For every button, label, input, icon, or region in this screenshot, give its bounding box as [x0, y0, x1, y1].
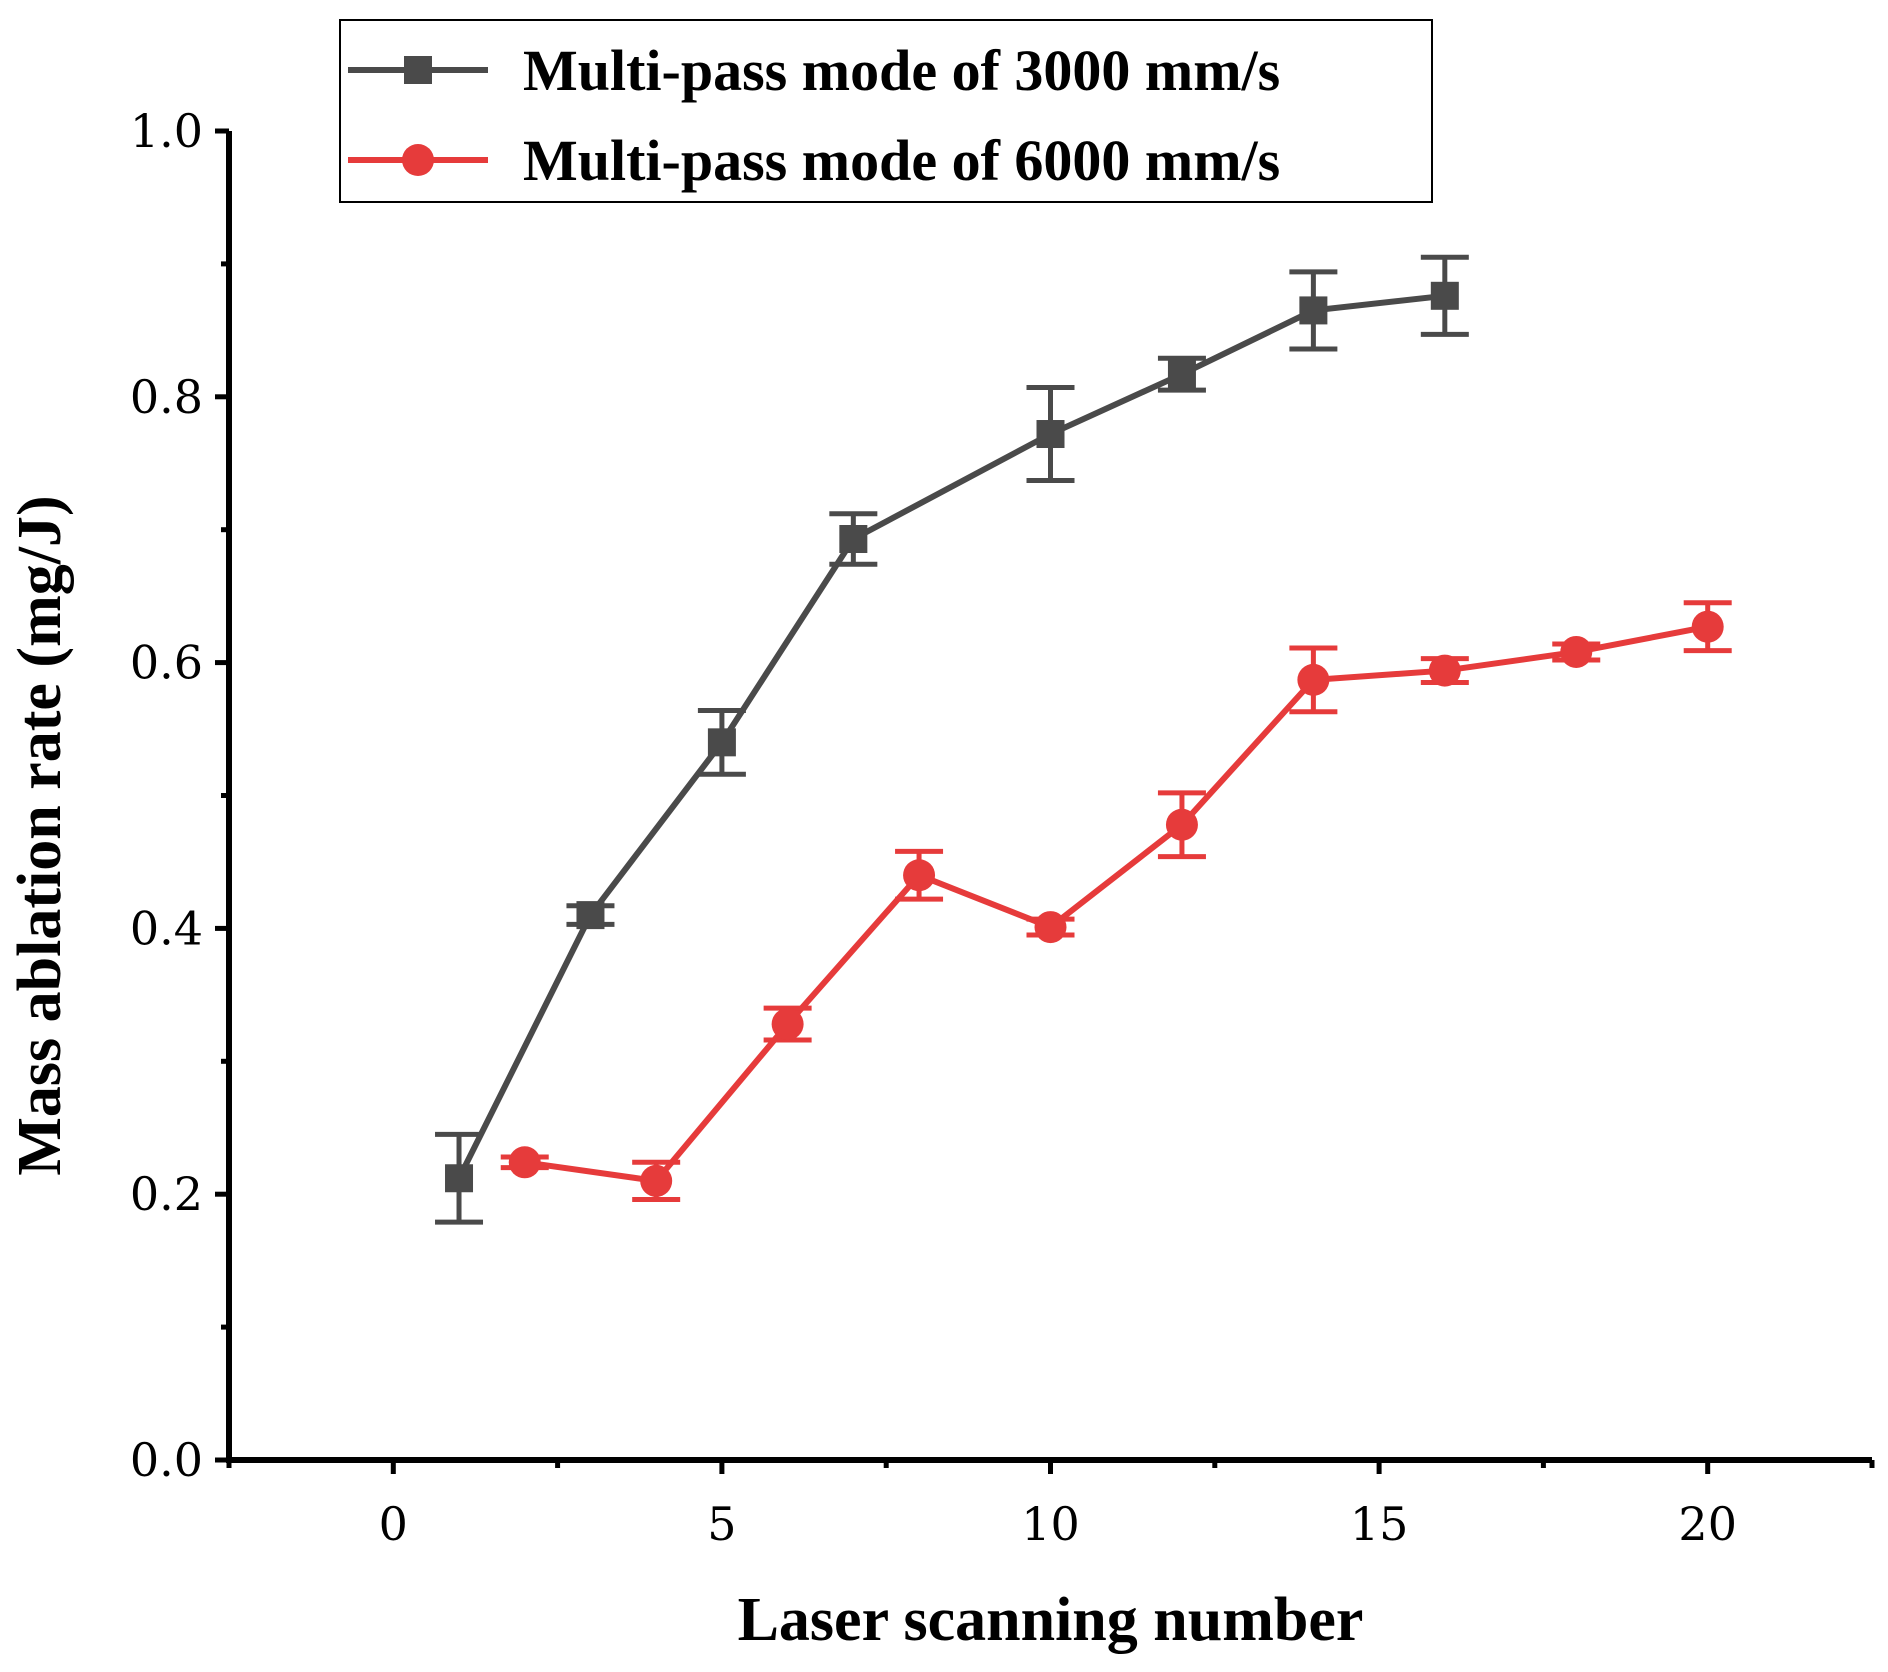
legend-marker-circle: [402, 144, 434, 176]
x-tick-label: 15: [1350, 1497, 1409, 1551]
data-point-circle: [1691, 610, 1724, 643]
x-tick-label: 20: [1678, 1497, 1737, 1551]
legend-label: Multi-pass mode of 3000 mm/s: [523, 38, 1280, 103]
data-point-circle: [1034, 911, 1067, 944]
data-point-circle: [508, 1146, 541, 1179]
data-point-circle: [903, 859, 936, 892]
legend-marker-square: [404, 56, 432, 84]
data-point-square: [1430, 281, 1459, 310]
data-point-square: [1299, 296, 1328, 325]
legend-box: [339, 19, 1433, 203]
y-tick-label: 1.0: [130, 104, 203, 158]
data-point-circle: [771, 1008, 804, 1041]
legend: Multi-pass mode of 3000 mm/s Multi-pass m…: [339, 19, 1433, 203]
series-line: [456, 292, 1446, 1180]
y-tick-label: 0.8: [130, 370, 203, 424]
y-tick-label: 0.6: [130, 636, 203, 690]
y-axis-title: Mass ablation rate (mg/J): [6, 495, 74, 1175]
data-point-circle: [1165, 808, 1198, 841]
series-line: [524, 623, 1709, 1185]
data-point-square: [445, 1164, 474, 1193]
y-tick-label: 0.0: [130, 1433, 203, 1487]
x-tick-label: 0: [379, 1497, 408, 1551]
data-point-circle: [1560, 635, 1593, 668]
data-point-square: [1036, 420, 1065, 449]
series-1: [435, 254, 1469, 1225]
series-layer: [435, 254, 1732, 1225]
series-2: [500, 600, 1732, 1203]
data-point-square: [576, 901, 605, 930]
data-point-circle: [1428, 654, 1461, 687]
x-axis-title: Laser scanning number: [738, 1586, 1364, 1654]
axes: 0.0 0.2 0.4 0.6 0.8 1.0 0 5 10 15 20: [130, 104, 1875, 1551]
data-point-square: [1167, 360, 1196, 389]
data-point-square: [839, 525, 868, 554]
legend-label: Multi-pass mode of 6000 mm/s: [523, 128, 1280, 193]
x-tick-label: 10: [1021, 1497, 1080, 1551]
legend-entry-2: Multi-pass mode of 6000 mm/s: [348, 128, 1280, 193]
data-point-square: [707, 728, 736, 757]
y-tick-label: 0.2: [130, 1167, 203, 1221]
x-tick-label: 5: [707, 1497, 736, 1551]
y-tick-label: 0.4: [130, 901, 203, 955]
data-point-circle: [640, 1164, 673, 1197]
legend-entry-1: Multi-pass mode of 3000 mm/s: [348, 38, 1280, 103]
data-point-circle: [1297, 663, 1330, 696]
